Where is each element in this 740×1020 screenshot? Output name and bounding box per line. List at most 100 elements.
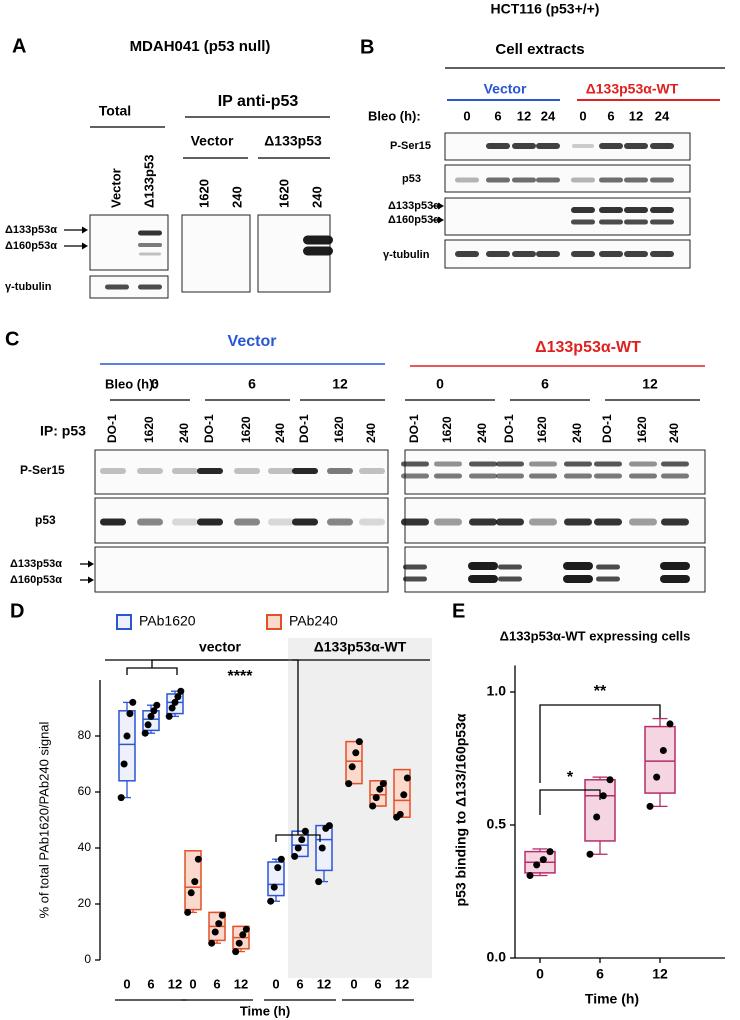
blot-frame [444, 197, 691, 236]
data-point [239, 931, 247, 939]
lane-label: 240 [273, 423, 287, 443]
data-point [153, 701, 161, 709]
panel-letter: C [5, 328, 19, 350]
y-axis-label: p53 binding to Δ133/160p53α [453, 713, 469, 906]
data-point [294, 844, 302, 852]
label: Total [99, 103, 131, 119]
chart-title: Δ133p53α-WT expressing cells [500, 628, 691, 643]
blot-band [624, 251, 648, 257]
data-point [593, 813, 601, 821]
data-point [174, 693, 182, 701]
blot-band [596, 564, 620, 570]
data-point [355, 738, 363, 746]
blot-band [468, 562, 498, 570]
panel-title: MDAH041 (p53 null) [130, 38, 271, 55]
data-point [144, 721, 152, 729]
x-tick-label: 6 [374, 976, 381, 991]
panel-letter: B [360, 36, 374, 58]
lane-label: 12 [517, 108, 531, 123]
group-label: 12 [642, 376, 658, 392]
row-label: P-Ser15 [20, 463, 65, 477]
data-point [208, 939, 216, 947]
blot-band [571, 219, 595, 225]
x-axis-label: Time (h) [585, 991, 639, 1007]
lane-label: DO-1 [202, 414, 216, 443]
blot-band [529, 461, 557, 467]
blot-band [629, 461, 657, 467]
data-point [533, 861, 541, 869]
blot-band [650, 207, 674, 213]
data-point [400, 791, 408, 799]
data-point [270, 883, 278, 891]
blot-band [624, 177, 648, 183]
legend-swatch [116, 614, 132, 630]
row-label: Δ133p53α [388, 200, 440, 212]
lane-label: 240 [570, 423, 584, 443]
data-point [301, 827, 309, 835]
data-point [277, 855, 285, 863]
panel-letter: D [10, 600, 24, 622]
blot-band [137, 518, 163, 526]
significance-bracket [539, 789, 601, 815]
blot-band [498, 564, 522, 570]
blot-band [268, 518, 294, 526]
blot-band [469, 461, 497, 467]
significance-bracket [539, 704, 661, 783]
blot-band [650, 219, 674, 225]
lane-label: 1620 [332, 416, 346, 443]
label: Cell extracts [495, 41, 584, 58]
lane-label: 1620 [440, 416, 454, 443]
lane-label: DO-1 [407, 414, 421, 443]
label: vector [199, 639, 242, 655]
y-tick-label: 0.0 [487, 949, 507, 965]
blot-band [536, 177, 560, 183]
arrow-head [438, 216, 444, 224]
blot-band [629, 518, 657, 526]
blot-band [138, 243, 162, 247]
data-point [274, 864, 282, 872]
blot-band [498, 576, 522, 582]
blot-band [403, 564, 427, 570]
blot-band [197, 468, 223, 474]
blot-band [139, 252, 161, 256]
y-tick-label: 80 [78, 728, 92, 742]
blot-band [660, 562, 690, 570]
data-point [546, 848, 554, 856]
legend-label: PAb240 [289, 613, 338, 629]
box [644, 725, 676, 794]
blot-band [327, 468, 353, 474]
panel-letter: E [452, 600, 465, 622]
blot-band [401, 473, 429, 479]
data-point [325, 822, 333, 830]
group-label: 6 [541, 376, 549, 392]
blot-band [571, 177, 595, 183]
x-tick-label: 6 [296, 976, 303, 991]
data-point [345, 780, 353, 788]
blot-band [564, 461, 592, 467]
x-tick-label: 0 [350, 976, 357, 991]
x-tick-label: 12 [395, 976, 409, 991]
row-label: Δ160p53α [10, 574, 62, 586]
x-tick-label: 6 [213, 976, 220, 991]
blot-band [496, 518, 524, 526]
blot-band [650, 177, 674, 183]
y-tick-label: 20 [78, 896, 92, 910]
data-point [379, 780, 387, 788]
blot-band [599, 177, 623, 183]
data-point [215, 920, 223, 928]
data-point [298, 836, 306, 844]
data-point [666, 720, 674, 728]
blot-band [100, 468, 126, 474]
data-point [187, 889, 195, 897]
data-point [267, 897, 275, 905]
blot-band [650, 251, 674, 257]
lane-label: DO-1 [600, 414, 614, 443]
x-tick-label: 0 [536, 966, 544, 982]
blot-band [486, 251, 510, 257]
data-point [242, 925, 250, 933]
blot-band [138, 230, 162, 236]
blot-band [100, 518, 126, 526]
blot-band [468, 575, 498, 583]
y-axis-label: % of total PAb1620/PAb240 signal [36, 721, 51, 918]
panel-letter: A [12, 35, 26, 57]
